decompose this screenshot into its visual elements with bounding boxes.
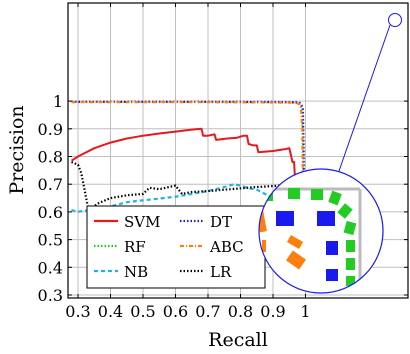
tick-layer: 0.3 0.4 0.5 0.6 0.7 0.8 0.9 1 0.3 0.4 0.5 0.6 0.7 0.8… <box>38 3 408 321</box>
x-tick-label: 0.5 <box>130 302 155 321</box>
zoom-abc-mark <box>262 240 266 252</box>
zoom-rf-mark <box>328 190 342 206</box>
zoom-marker-circle <box>388 13 402 27</box>
x-tick-label: 1 <box>300 302 310 321</box>
y-tick-label: 0.3 <box>38 286 63 305</box>
y-tick-label: 0.5 <box>38 231 63 250</box>
zoom-circle-border <box>258 168 384 294</box>
y-axis-label: Precision <box>6 105 28 194</box>
legend-label-lr: LR <box>210 263 232 281</box>
plot-frame <box>67 2 409 299</box>
zoom-rf-mark <box>343 220 357 236</box>
zoom-inset <box>258 13 402 294</box>
y-tick-label: 0.8 <box>38 148 63 167</box>
zoom-dt-mark <box>326 269 338 281</box>
zoom-dt-mark <box>326 241 338 255</box>
legend-items: SVM DT RF ABC NB LR <box>94 213 244 281</box>
zoom-rf-mark <box>288 188 300 199</box>
zoom-rf-mark <box>346 258 355 270</box>
x-tick-label: 0.9 <box>260 302 285 321</box>
zoom-connector-line <box>338 24 391 172</box>
y-tick-label: 0.6 <box>38 203 63 222</box>
legend-label-rf: RF <box>124 238 146 256</box>
y-tick-label: 0.4 <box>38 258 63 277</box>
zoom-content <box>259 187 362 293</box>
zoom-rf-mark <box>337 203 353 219</box>
zoom-dt-mark <box>276 211 294 226</box>
zoom-abc-mark <box>286 235 304 249</box>
y-tick-label: 1 <box>53 92 63 111</box>
x-tick-label: 0.8 <box>228 302 253 321</box>
series-line-svm <box>70 127 304 268</box>
y-tick-label: 0.9 <box>38 120 63 139</box>
zoom-rf-mark <box>346 276 355 286</box>
legend-label-svm: SVM <box>124 213 160 231</box>
y-tick-label: 0.7 <box>38 175 63 194</box>
x-tick-label: 0.7 <box>195 302 220 321</box>
zoom-dt-mark <box>317 211 335 226</box>
zoom-rf-mark <box>311 189 323 200</box>
x-tick-label: 0.4 <box>98 302 123 321</box>
legend-label-nb: NB <box>124 263 148 281</box>
zoom-abc-mark <box>286 250 306 270</box>
legend-label-abc: ABC <box>209 238 244 256</box>
x-axis-label: Recall <box>208 329 268 351</box>
zoom-abc-mark <box>259 209 267 233</box>
x-tick-label: 0.3 <box>65 302 90 321</box>
zoom-rf-mark <box>346 240 355 252</box>
legend-box <box>86 205 266 289</box>
series-line-lr <box>71 160 304 268</box>
legend: SVM DT RF ABC NB LR <box>86 205 266 289</box>
legend-label-dt: DT <box>210 213 232 231</box>
series-line-abc <box>71 101 305 268</box>
x-tick-label: 0.6 <box>163 302 188 321</box>
